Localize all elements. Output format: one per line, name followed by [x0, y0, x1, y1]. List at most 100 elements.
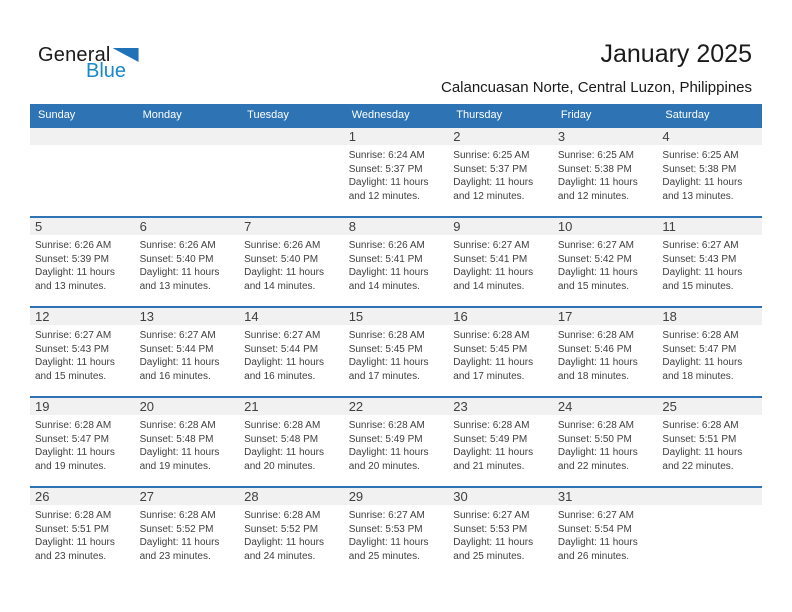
day-number: 27: [139, 489, 155, 504]
day-cell: [657, 505, 762, 576]
day-detail-line: Daylight: 11 hours: [662, 447, 743, 458]
day-detail-line: Daylight: 11 hours: [453, 537, 534, 548]
day-number-band: 26 27 28 29 30 31: [30, 488, 762, 505]
day-detail-line: Sunrise: 6:27 AM: [557, 240, 634, 251]
day-detail-line: Sunset: 5:38 PM: [557, 163, 632, 175]
day-detail-line: Sunset: 5:43 PM: [35, 343, 109, 355]
day-cell: Sunrise: 6:28 AM Sunset: 5:51 PM Daylight:…: [30, 505, 135, 576]
day-detail-line: Daylight: 11 hours: [139, 267, 220, 278]
day-cell: Sunrise: 6:26 AM Sunset: 5:40 PM Daylight:…: [135, 235, 240, 306]
day-detail-line: Sunset: 5:51 PM: [35, 523, 109, 535]
day-detail-line: Sunrise: 6:28 AM: [348, 330, 425, 341]
day-cell: Sunrise: 6:26 AM Sunset: 5:39 PM Daylight:…: [30, 235, 135, 306]
day-detail-line: Daylight: 11 hours: [453, 267, 534, 278]
day-cell: Sunrise: 6:26 AM Sunset: 5:40 PM Daylight:…: [239, 235, 344, 306]
day-detail-line: and 13 minutes.: [35, 280, 107, 292]
day-cell: Sunrise: 6:27 AM Sunset: 5:43 PM Daylight:…: [30, 325, 135, 396]
day-number: 1: [348, 129, 356, 144]
day-detail-line: Daylight: 11 hours: [557, 357, 638, 368]
day-number: [135, 128, 240, 146]
general-blue-logo: General Blue: [38, 44, 139, 83]
day-number: 7: [244, 219, 252, 234]
day-detail-line: and 23 minutes.: [139, 550, 211, 562]
day-cell: Sunrise: 6:28 AM Sunset: 5:49 PM Daylight:…: [344, 415, 449, 486]
day-detail-line: Sunset: 5:41 PM: [348, 253, 423, 265]
day-number: 18: [662, 309, 677, 324]
day-number: 4: [662, 129, 670, 144]
day-detail-line: Daylight: 11 hours: [557, 177, 638, 188]
day-detail-line: and 14 minutes.: [244, 280, 316, 292]
day-detail-line: Daylight: 11 hours: [662, 267, 743, 278]
week-row: 26 27 28 29 30 31 Sunrise: 6:28 AM Sunset: 5:51…: [30, 486, 762, 576]
day-cell: Sunrise: 6:28 AM Sunset: 5:45 PM Daylight:…: [344, 325, 449, 396]
day-detail-line: Sunset: 5:43 PM: [662, 253, 737, 265]
day-cell: Sunrise: 6:28 AM Sunset: 5:52 PM Daylight:…: [135, 505, 240, 576]
day-detail-line: Daylight: 11 hours: [139, 537, 220, 548]
day-details-row: Sunrise: 6:28 AM Sunset: 5:47 PM Daylight:…: [30, 415, 762, 486]
day-details-row: Sunrise: 6:24 AM Sunset: 5:37 PM Daylight:…: [30, 145, 762, 216]
day-detail-line: and 24 minutes.: [244, 550, 316, 562]
weekday-label-thursday: Thursday: [456, 109, 503, 121]
day-detail-line: Daylight: 11 hours: [453, 177, 534, 188]
day-number-band: 12 13 14 15 16 17 18: [30, 308, 762, 325]
day-detail-line: Sunrise: 6:28 AM: [244, 420, 321, 431]
day-number-band: 1 2 3 4: [30, 128, 762, 145]
day-detail-line: Sunrise: 6:25 AM: [453, 150, 530, 161]
week-row: 1 2 3 4 Sunrise: 6:24 AM Sunset: 5:37 PM Dayli…: [30, 126, 762, 216]
day-detail-line: Sunrise: 6:26 AM: [139, 240, 216, 251]
day-detail-line: Daylight: 11 hours: [348, 447, 429, 458]
day-detail-line: Sunrise: 6:27 AM: [139, 330, 216, 341]
day-cell: Sunrise: 6:27 AM Sunset: 5:42 PM Daylight:…: [553, 235, 658, 306]
day-detail-line: Sunrise: 6:28 AM: [35, 420, 112, 431]
day-cell: Sunrise: 6:27 AM Sunset: 5:43 PM Daylight:…: [657, 235, 762, 306]
day-detail-line: Daylight: 11 hours: [139, 447, 220, 458]
day-detail-line: and 13 minutes.: [139, 280, 211, 292]
day-detail-line: and 15 minutes.: [35, 370, 107, 382]
page-title: January 2025: [600, 40, 752, 68]
day-detail-line: Sunset: 5:46 PM: [557, 343, 632, 355]
day-detail-line: Sunset: 5:48 PM: [139, 433, 214, 445]
weekday-label-wednesday: Wednesday: [351, 109, 410, 121]
day-detail-line: Sunset: 5:40 PM: [244, 253, 319, 265]
day-detail-line: Sunset: 5:48 PM: [244, 433, 319, 445]
day-detail-line: Sunrise: 6:28 AM: [348, 420, 425, 431]
day-detail-line: Sunset: 5:40 PM: [139, 253, 214, 265]
day-cell: Sunrise: 6:28 AM Sunset: 5:48 PM Daylight:…: [239, 415, 344, 486]
day-detail-line: Sunset: 5:47 PM: [35, 433, 109, 445]
day-detail-line: Sunrise: 6:25 AM: [662, 150, 739, 161]
day-detail-line: and 17 minutes.: [348, 370, 420, 382]
day-cell: Sunrise: 6:27 AM Sunset: 5:54 PM Daylight:…: [553, 505, 658, 576]
day-number: 20: [139, 399, 155, 414]
day-detail-line: Sunset: 5:42 PM: [557, 253, 632, 265]
day-detail-line: Sunset: 5:53 PM: [348, 523, 423, 535]
day-number: 30: [453, 489, 468, 504]
calendar: Sunday Monday Tuesday Wednesday Thursday Frid…: [30, 104, 762, 576]
day-detail-line: Sunset: 5:47 PM: [662, 343, 737, 355]
day-detail-line: Daylight: 11 hours: [348, 267, 429, 278]
day-number: [30, 128, 135, 146]
day-detail-line: Sunrise: 6:28 AM: [453, 420, 530, 431]
day-detail-line: Daylight: 11 hours: [662, 357, 743, 368]
day-detail-line: Sunset: 5:53 PM: [453, 523, 528, 535]
logo-blue-text: Blue: [86, 60, 127, 82]
day-detail-line: Sunset: 5:45 PM: [348, 343, 423, 355]
day-number: 24: [557, 399, 573, 414]
day-detail-line: Sunrise: 6:28 AM: [244, 510, 321, 521]
day-detail-line: and 12 minutes.: [453, 190, 525, 202]
day-details-row: Sunrise: 6:28 AM Sunset: 5:51 PM Daylight:…: [30, 505, 762, 576]
day-number: 10: [557, 219, 573, 234]
day-number: 29: [348, 489, 364, 504]
day-detail-line: and 22 minutes.: [662, 460, 734, 472]
day-detail-line: Daylight: 11 hours: [139, 357, 220, 368]
day-number: 17: [557, 309, 573, 324]
day-cell: Sunrise: 6:28 AM Sunset: 5:47 PM Daylight:…: [30, 415, 135, 486]
day-cell: Sunrise: 6:25 AM Sunset: 5:37 PM Daylight:…: [448, 145, 553, 216]
day-detail-line: and 19 minutes.: [139, 460, 211, 472]
day-cell: Sunrise: 6:25 AM Sunset: 5:38 PM Daylight:…: [657, 145, 762, 216]
day-detail-line: and 20 minutes.: [348, 460, 420, 472]
day-detail-line: Sunrise: 6:28 AM: [139, 420, 216, 431]
day-detail-line: Daylight: 11 hours: [348, 177, 429, 188]
day-detail-line: and 18 minutes.: [557, 370, 630, 382]
day-detail-line: and 20 minutes.: [244, 460, 316, 472]
weekday-label-sunday: Sunday: [38, 109, 76, 121]
